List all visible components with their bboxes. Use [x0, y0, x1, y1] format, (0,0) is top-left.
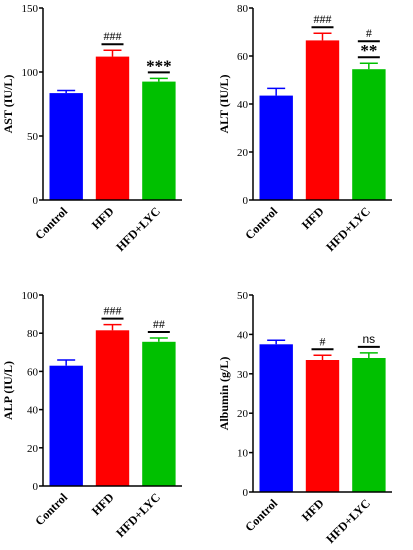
bar-albumin-1 — [305, 360, 340, 492]
chart-albumin: Control # HFD ns HFD+LYC 0 10 20 30 40 50 Albumin (… — [217, 290, 392, 546]
y-tick-label-alt-1: 20 — [237, 147, 249, 159]
y-tick-label-albumin-3: 30 — [237, 369, 249, 381]
y-tick-label-ast-0: 0 — [33, 195, 39, 207]
y-tick-label-albumin-1: 10 — [237, 448, 249, 460]
y-tick-label-alt-2: 40 — [237, 99, 249, 111]
annotation-ast-1-0: ### — [104, 29, 122, 43]
y-tick-label-ast-1: 50 — [27, 131, 39, 143]
y-tick-label-albumin-0: 0 — [243, 487, 249, 499]
y-tick-label-albumin-2: 20 — [237, 408, 249, 420]
y-tick-label-ast-2: 100 — [22, 67, 39, 79]
y-tick-label-alp-5: 100 — [22, 290, 39, 302]
bar-ast-1 — [95, 56, 130, 200]
y-tick-label-alp-3: 60 — [27, 366, 39, 378]
y-axis-label-ast: AST (IU/L) — [1, 75, 15, 134]
category-label-alp-2: HFD+LYC — [113, 490, 163, 540]
bar-ast-0 — [49, 93, 83, 200]
category-label-albumin-0: Control — [242, 496, 280, 534]
category-label-albumin-1: HFD — [299, 496, 327, 524]
annotation-alp-1-0: ### — [104, 304, 122, 318]
y-axis-label-alt: ALT (IU/L) — [217, 74, 231, 133]
category-label-ast-1: HFD — [89, 204, 117, 232]
annotation-albumin-2-0: ns — [362, 332, 375, 346]
category-label-alt-2: HFD+LYC — [323, 204, 373, 254]
category-label-alt-0: Control — [242, 204, 280, 242]
annotation-alt-2-1: # — [366, 26, 372, 40]
annotation-ast-2-0: *** — [146, 56, 172, 75]
chart-alp: Control ### HFD ## HFD+LYC 0 20 40 60 80 100 ALP (I… — [1, 290, 182, 540]
bar-albumin-0 — [259, 344, 293, 493]
y-tick-label-alt-4: 80 — [237, 3, 249, 15]
annotation-alt-2-0: ** — [360, 41, 377, 60]
category-label-alt-1: HFD — [299, 204, 327, 232]
bar-alt-1 — [305, 40, 340, 201]
y-axis-label-alp: ALP (IU/L) — [1, 361, 15, 420]
category-label-ast-0: Control — [32, 204, 70, 242]
bar-alp-2 — [142, 341, 176, 486]
y-tick-label-alt-0: 0 — [243, 195, 249, 207]
y-tick-label-ast-3: 150 — [22, 3, 39, 15]
category-label-ast-2: HFD+LYC — [113, 204, 163, 254]
y-tick-label-alp-0: 0 — [33, 481, 39, 493]
bar-alt-2 — [352, 69, 386, 200]
category-label-albumin-2: HFD+LYC — [323, 496, 373, 546]
category-label-alp-0: Control — [32, 490, 70, 528]
annotation-alt-1-0: ### — [314, 12, 332, 26]
bar-alt-0 — [259, 95, 293, 200]
chart-alt: Control ### HFD **# HFD+LYC 0 20 40 60 80 ALT (IU/… — [217, 3, 392, 254]
bar-alp-0 — [49, 365, 83, 486]
y-tick-label-alp-2: 40 — [27, 405, 39, 417]
y-tick-label-albumin-4: 40 — [237, 329, 249, 341]
bar-albumin-2 — [352, 358, 386, 492]
annotation-alp-2-0: ## — [153, 317, 165, 331]
y-tick-label-albumin-5: 50 — [237, 290, 249, 302]
annotation-albumin-1-0: # — [320, 334, 326, 348]
y-axis-label-albumin: Albumin (g/L) — [217, 357, 231, 431]
bar-alp-1 — [95, 330, 130, 486]
y-tick-label-alp-4: 80 — [27, 328, 39, 340]
y-tick-label-alt-3: 60 — [237, 51, 249, 63]
chart-ast: Control ### HFD *** HFD+LYC 0 50 100 150 AST (IU/… — [1, 3, 182, 254]
category-label-alp-1: HFD — [89, 490, 117, 518]
y-tick-label-alp-1: 20 — [27, 443, 39, 455]
bar-ast-2 — [142, 81, 176, 200]
